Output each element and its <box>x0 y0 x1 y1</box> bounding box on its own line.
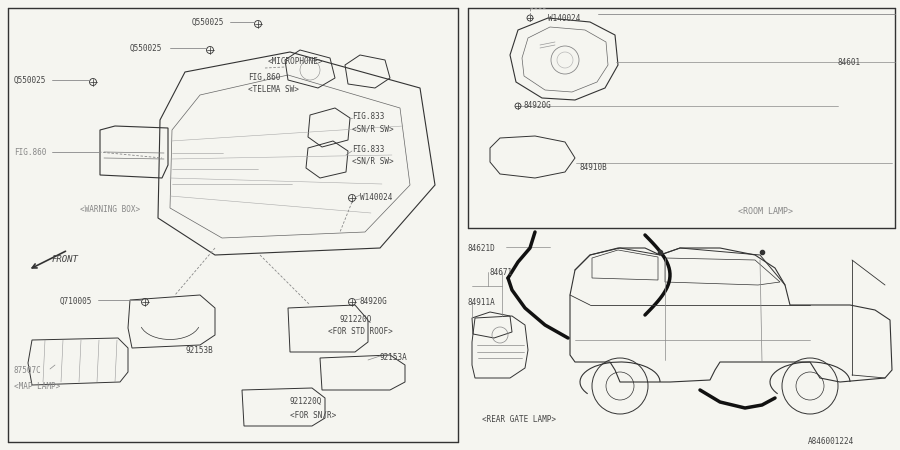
Text: W140024: W140024 <box>360 193 392 202</box>
Text: 921220Q: 921220Q <box>290 397 322 406</box>
Text: <SN/R SW>: <SN/R SW> <box>352 157 393 166</box>
Text: FIG.833: FIG.833 <box>352 145 384 154</box>
Text: Q550025: Q550025 <box>14 76 47 85</box>
Text: <SN/R SW>: <SN/R SW> <box>352 124 393 133</box>
Text: Q550025: Q550025 <box>192 18 224 27</box>
Text: FIG.860: FIG.860 <box>248 73 281 82</box>
Text: 84920G: 84920G <box>360 297 388 306</box>
Text: W140024: W140024 <box>548 14 580 23</box>
Text: Q710005: Q710005 <box>60 297 93 306</box>
Text: FIG.860: FIG.860 <box>14 148 47 157</box>
Text: 84920G: 84920G <box>524 101 552 110</box>
Text: <WARNING BOX>: <WARNING BOX> <box>80 205 140 214</box>
Text: 84910B: 84910B <box>580 163 608 172</box>
Text: FRONT: FRONT <box>52 256 79 265</box>
Text: <FOR SN/R>: <FOR SN/R> <box>290 410 337 419</box>
Text: <FOR STD ROOF>: <FOR STD ROOF> <box>328 327 392 336</box>
Text: 92153B: 92153B <box>185 346 212 355</box>
Text: 84911A: 84911A <box>468 298 496 307</box>
Text: A846001224: A846001224 <box>808 437 854 446</box>
Text: 84671: 84671 <box>490 268 513 277</box>
Text: <MAP LAMP>: <MAP LAMP> <box>14 382 60 391</box>
Text: <TELEMA SW>: <TELEMA SW> <box>248 85 299 94</box>
Text: <ROOM LAMP>: <ROOM LAMP> <box>738 207 793 216</box>
Text: Q550025: Q550025 <box>130 44 162 53</box>
Text: 87507C: 87507C <box>14 366 41 375</box>
Text: <REAR GATE LAMP>: <REAR GATE LAMP> <box>482 415 556 424</box>
Text: 92153A: 92153A <box>380 353 408 362</box>
Text: 84601: 84601 <box>838 58 861 67</box>
Text: 921220Q: 921220Q <box>340 315 373 324</box>
Text: 84621D: 84621D <box>468 244 496 253</box>
Text: <MICROPHONE>: <MICROPHONE> <box>268 57 323 66</box>
Text: FIG.833: FIG.833 <box>352 112 384 121</box>
